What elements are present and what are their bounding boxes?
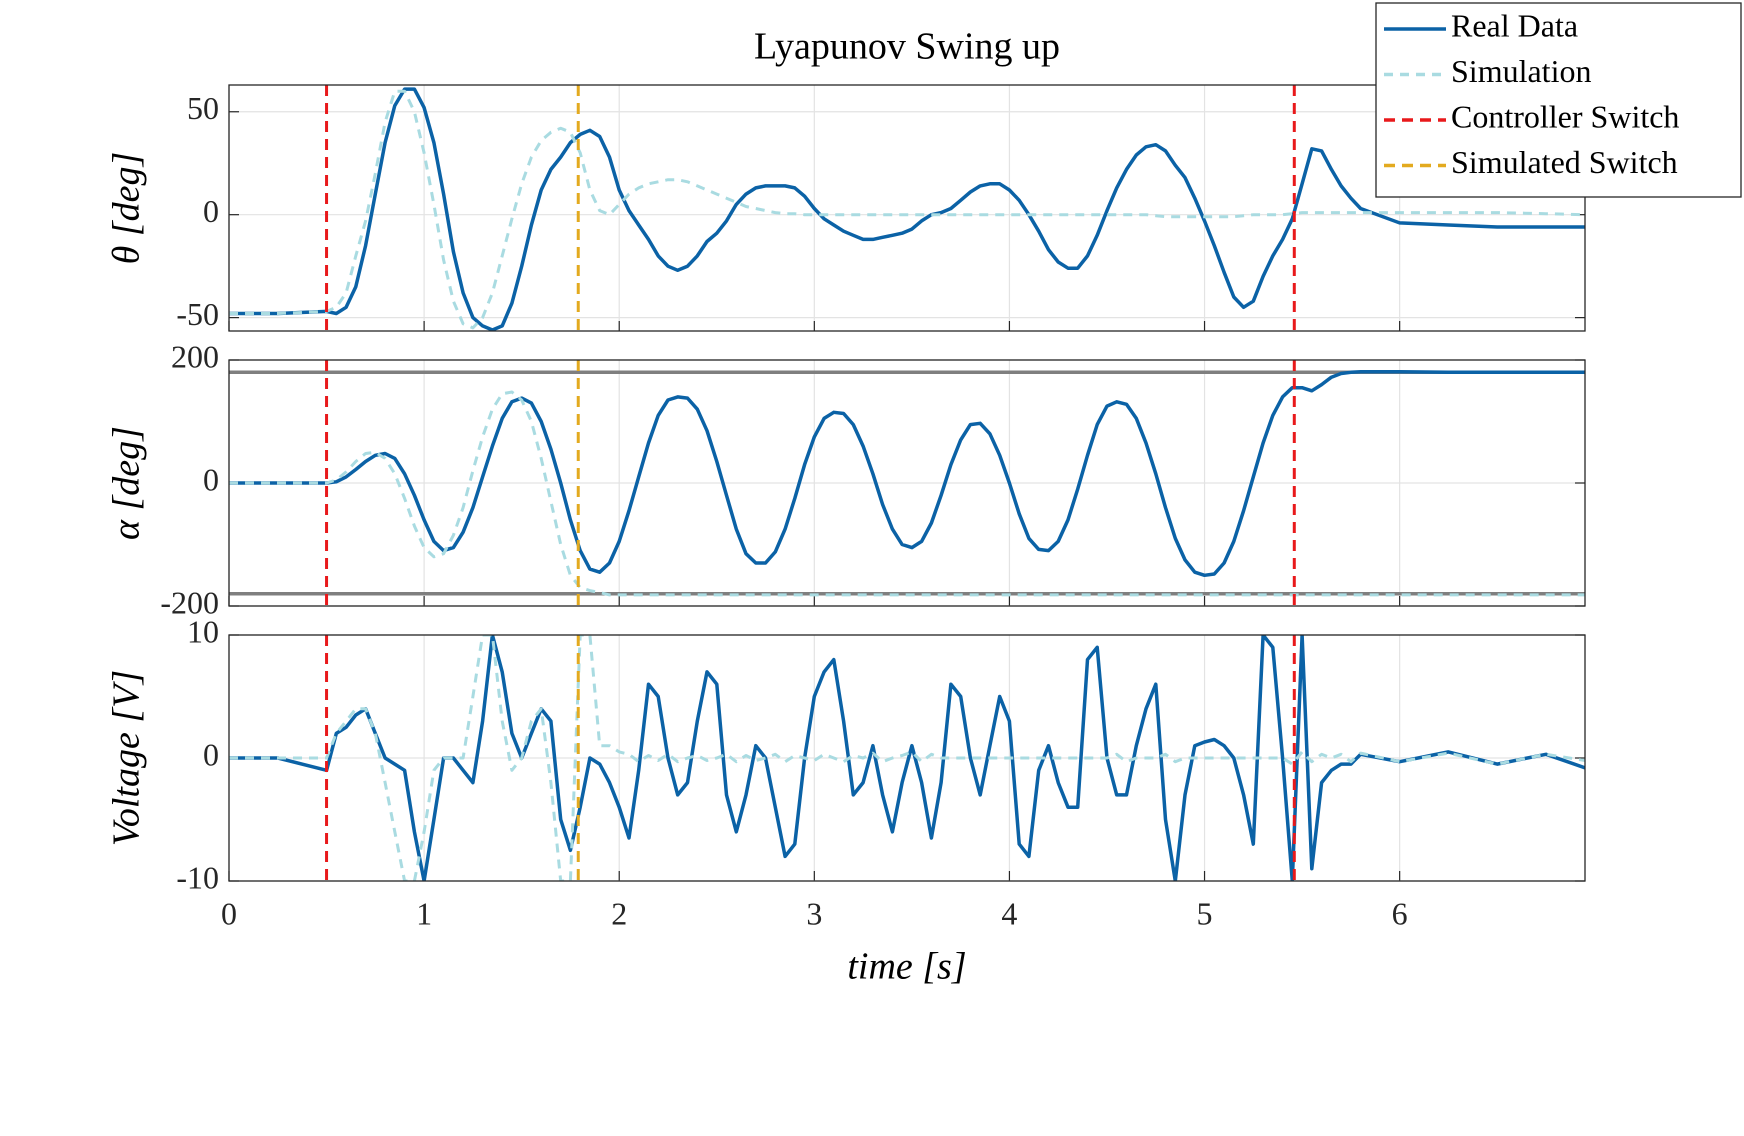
x-tick-label: 0 — [221, 895, 237, 931]
x-tick-label: 6 — [1392, 895, 1408, 931]
legend-box — [1375, 2, 1742, 198]
plot-content — [229, 85, 1585, 331]
y-tick-label: -200 — [160, 584, 219, 620]
plot-content — [229, 635, 1585, 881]
axes-frame — [228, 359, 1586, 607]
y-tick-label: -10 — [176, 859, 219, 895]
y-axis-label: θ [deg] — [106, 152, 148, 265]
series-line — [229, 635, 1585, 881]
x-tick-label: 1 — [416, 895, 432, 931]
series-line — [229, 87, 1585, 331]
series-line — [229, 89, 1585, 330]
legend-label: Simulation — [1451, 53, 1591, 89]
legend-label: Simulated Switch — [1451, 144, 1678, 180]
legend-label: Controller Switch — [1451, 98, 1679, 134]
plot-content — [229, 360, 1585, 606]
y-tick-label: -50 — [176, 296, 219, 332]
axes-frame — [228, 84, 1586, 332]
series-line — [229, 635, 1585, 881]
series-line — [229, 390, 1585, 597]
x-tick-label: 5 — [1197, 895, 1213, 931]
y-tick-label: 50 — [187, 90, 219, 126]
x-tick-label: 3 — [806, 895, 822, 931]
y-tick-label: 10 — [187, 613, 219, 649]
axes-frame — [228, 634, 1586, 882]
y-axis-label: Voltage [V] — [106, 670, 148, 846]
y-tick-label: 200 — [171, 338, 219, 374]
x-axis-label: time [s] — [847, 946, 966, 988]
y-axis-label: α [deg] — [106, 426, 148, 540]
y-tick-label: 0 — [203, 736, 219, 772]
y-tick-label: 0 — [203, 193, 219, 229]
legend-label: Real Data — [1451, 7, 1578, 43]
x-tick-label: 2 — [611, 895, 627, 931]
chart-title: Lyapunov Swing up — [754, 26, 1060, 68]
series-line — [229, 369, 1585, 578]
y-tick-label: 0 — [203, 461, 219, 497]
legend: Real Data Simulation Controller Switch Simu… — [1375, 2, 1742, 198]
x-tick-label: 4 — [1001, 895, 1017, 931]
